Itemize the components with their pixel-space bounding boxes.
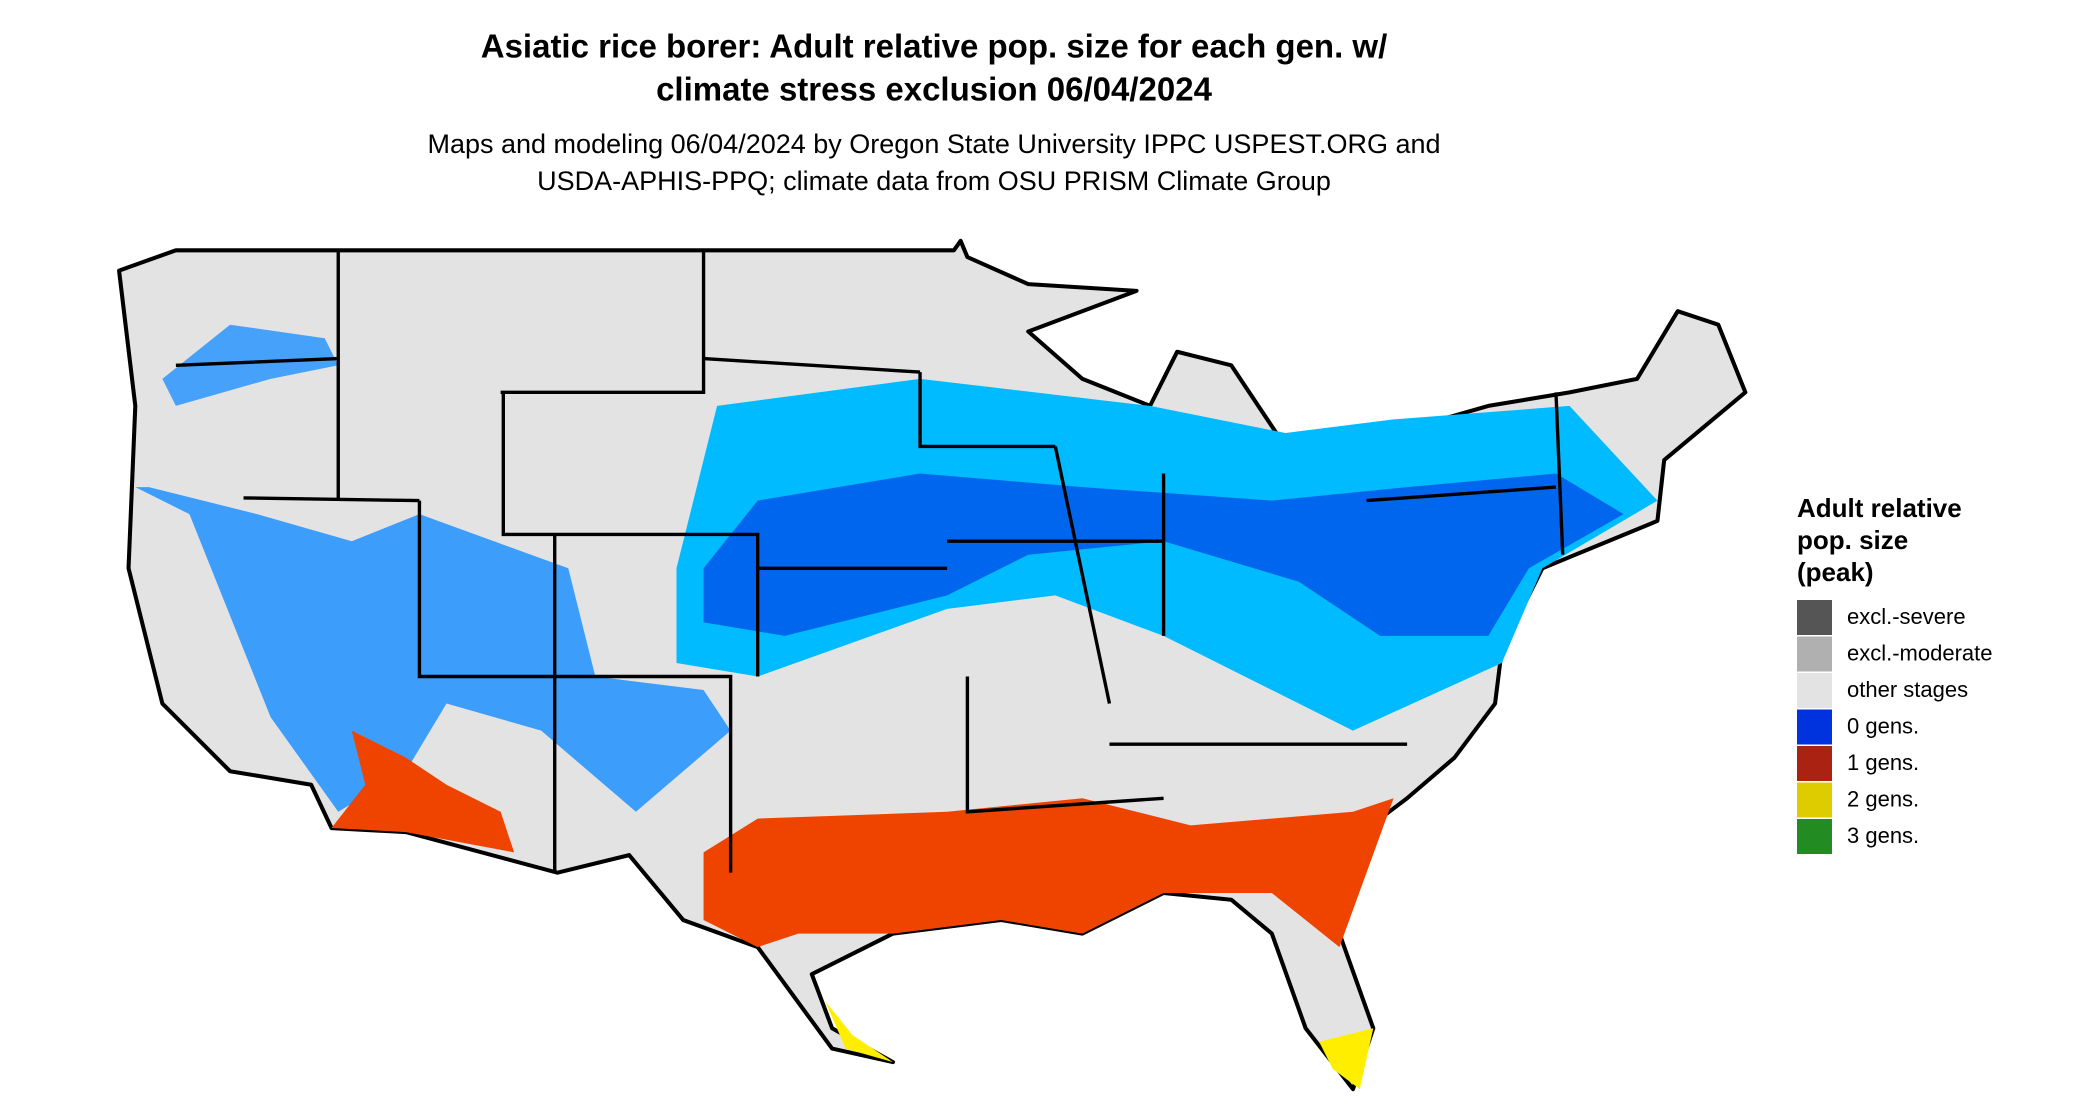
light-blue-region [676, 378, 1658, 731]
legend-swatch [1797, 819, 1832, 854]
legend-title-line: pop. size [1797, 525, 1908, 555]
legend-swatch [1797, 600, 1832, 635]
dark-blue-region [703, 473, 1624, 636]
legend-swatch [1797, 673, 1832, 708]
legend-label: excl.-severe [1847, 604, 1966, 629]
legend-swatch [1797, 782, 1832, 818]
northwest-blue-region [162, 324, 339, 406]
title-line: Asiatic rice borer: Adult relative pop. … [481, 28, 1388, 65]
title-line: climate stress exclusion 06/04/2024 [656, 71, 1213, 108]
subtitle-line: USDA-APHIS-PPQ; climate data from OSU PR… [537, 166, 1331, 196]
texas-yellow-region [825, 1001, 893, 1063]
legend-label: excl.-moderate [1847, 640, 1993, 665]
southwest-orange-region [331, 730, 515, 853]
legend-label: 1 gens. [1847, 750, 1919, 775]
map [117, 238, 1748, 1092]
florida-yellow-region [1319, 1028, 1374, 1090]
legend-label: other stages [1847, 677, 1968, 702]
legend-title-line: (peak) [1797, 557, 1874, 587]
south-orange-region [703, 798, 1394, 948]
legend-title-line: Adult relative [1797, 493, 1962, 523]
legend-label: 3 gens. [1847, 823, 1919, 848]
west-blue-region [135, 487, 731, 812]
legend-label: 0 gens. [1847, 713, 1919, 738]
legend-swatch [1797, 746, 1832, 781]
legend-label: 2 gens. [1847, 786, 1919, 811]
legend-swatch [1797, 636, 1832, 672]
subtitle-line: Maps and modeling 06/04/2024 by Oregon S… [427, 129, 1440, 159]
legend-swatch [1797, 709, 1832, 745]
state-borders [175, 250, 1565, 873]
